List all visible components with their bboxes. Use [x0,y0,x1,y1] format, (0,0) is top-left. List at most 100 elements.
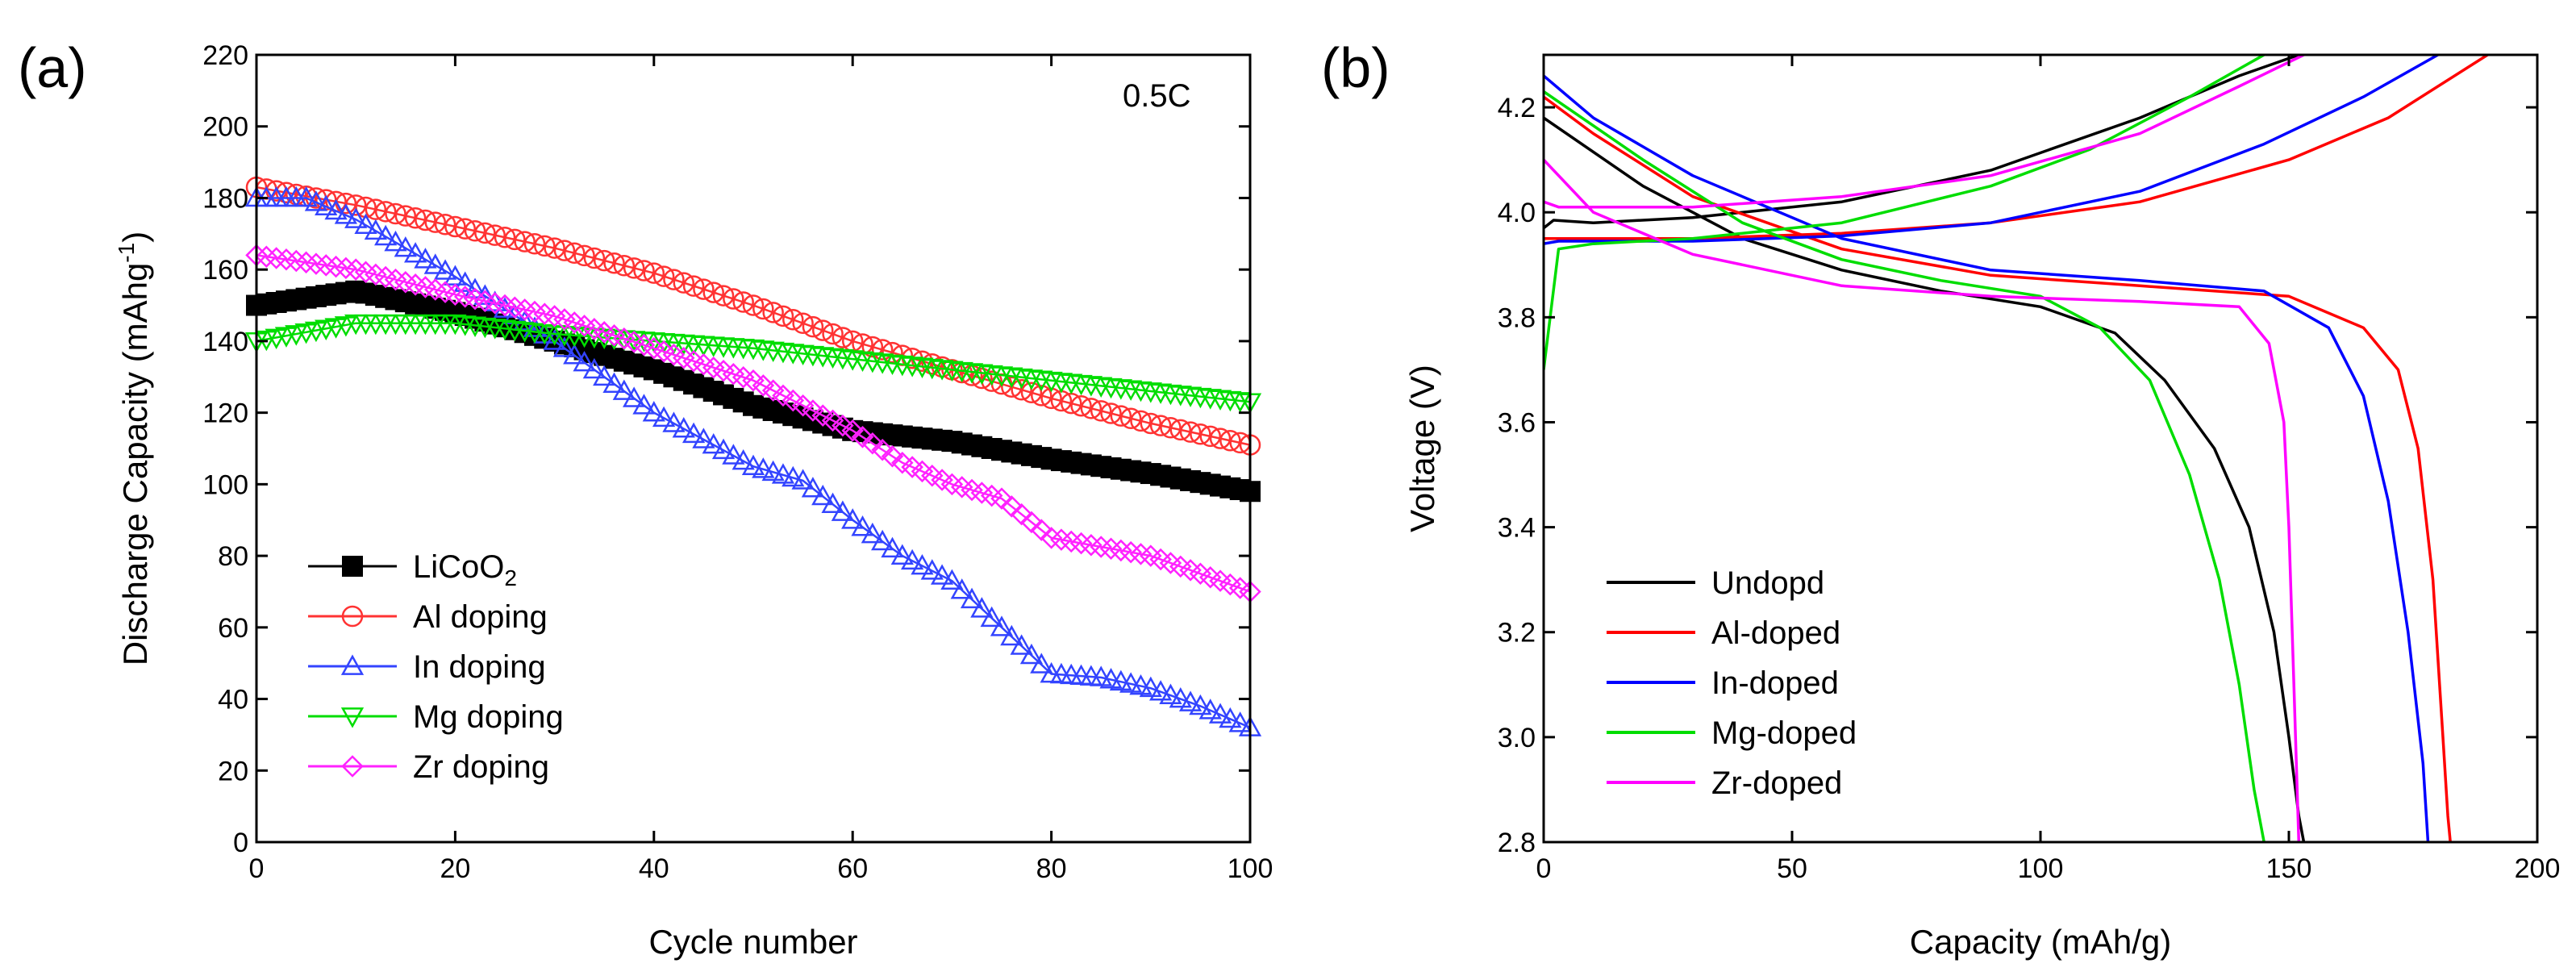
data-point-in-doping [513,310,536,331]
data-point-in-doping [831,500,855,521]
data-point-zr-doping [811,404,835,427]
data-point-in-doping [930,564,954,585]
series-undopd [1544,55,2306,842]
data-point-al-doping [1119,407,1142,429]
data-point-in-doping [1219,707,1242,728]
series-al-doped [1544,55,2489,842]
data-point-al-doping [613,255,636,277]
discharge-curve-zr-doped [1544,158,2301,842]
data-point-in-doping [294,186,318,207]
data-point-al-doping [623,257,645,279]
data-point-in-doping [582,357,606,379]
panel-b-curves [1544,55,2489,842]
data-point-in-doping [782,465,805,487]
data-point-mg-doping [304,321,328,343]
data-point-in-doping [1109,669,1132,691]
data-point-al-doping [633,260,655,282]
data-point-al-doping [663,269,685,290]
legend-label-text: Al doping [413,599,548,635]
data-point-al-doping [971,367,993,390]
data-point-in-doping [384,230,407,252]
panel-b-y-tick-label: 3.0 [1498,723,1536,753]
data-point-in-doping [315,194,338,215]
data-point-in-doping [711,438,736,460]
data-point-in-doping [722,444,745,465]
data-point-in-doping [1019,643,1044,665]
legend-label-text: In doping [413,649,546,685]
data-point-zr-doping [802,399,824,422]
data-point-in-doping [851,515,874,536]
data-point-mg-doping [285,325,308,346]
panel-b-x-tick-label: 100 [2018,853,2064,884]
data-point-al-doping [792,312,814,334]
data-point-zr-doping [832,414,854,437]
panel-a-y-tick-label: 100 [202,469,248,500]
data-point-al-doping [1219,429,1241,452]
panel-a-y-tick-label: 0 [233,828,248,858]
data-point-in-doping [623,386,646,407]
data-point-zr-doping [871,439,894,461]
charge-curve-in-doped [1544,55,2439,245]
data-point-al-doping [464,220,486,242]
data-point-al-doping [742,294,765,316]
panel-b-axes: 0 50 100 150 200 2.8 3.0 3.2 3.4 3.6 3.8 4.0 4.2 [1498,55,2561,884]
data-point-mg-doping [294,323,318,344]
data-point-al-doping [732,291,754,313]
data-point-in-doping [1228,711,1252,732]
data-point-in-doping [940,569,964,590]
data-point-al-doping [583,247,606,269]
data-point-zr-doping [861,432,884,455]
data-point-zr-doping [851,426,874,448]
data-point-al-doping [712,285,735,307]
panel-b-legend: Undopd Al-doped In-doped Mg-doped Zr-doped [1607,565,1857,801]
data-point-al-doping [553,240,576,261]
data-point-in-doping [752,457,775,478]
charge-curve-mg-doped [1544,55,2265,370]
data-point-in-doping [1189,694,1212,715]
data-point-in-doping [990,615,1014,636]
data-point-al-doping [1011,378,1032,401]
panel-a-legend: LiCoO2 Al doping In doping Mg doping Zr dopi… [308,549,564,785]
panel-a-y-label-sup: -1 [114,243,139,263]
legend-marker-zr-doping [341,755,364,778]
data-point-in-doping [403,242,427,263]
data-point-in-doping [602,372,626,393]
data-point-al-doping [494,227,516,248]
legend-label-al-doping: Al doping [413,599,548,635]
data-point-in-doping [761,460,785,482]
data-point-al-doping [702,282,724,303]
panel-a-y-label-close: ) [116,231,154,243]
data-point-al-doping [1149,415,1172,436]
panel-b-y-tick-label: 4.0 [1498,198,1536,228]
data-point-in-doping [1139,676,1162,698]
data-point-in-doping [652,406,676,428]
data-point-al-doping [1080,398,1103,419]
data-point-in-doping [682,422,706,444]
panel-a-label: (a) [18,36,87,99]
data-point-al-doping [374,201,397,223]
panel-b-y-tick-label: 3.8 [1498,302,1536,333]
data-point-in-doping [563,344,586,365]
data-point-in-doping [1208,703,1232,724]
data-point-mg-doping [274,327,298,348]
data-point-al-doping [474,222,496,244]
data-point-al-doping [871,339,894,361]
data-point-zr-doping [294,251,318,274]
data-point-al-doping [832,327,854,348]
panel-b-x-tick-label: 200 [2515,853,2561,884]
data-point-al-doping [573,244,595,267]
data-point-in-doping [632,394,656,415]
data-point-in-doping [1169,686,1192,708]
panel-a-x-tick-label: 80 [1036,853,1067,884]
panel-a-y-tick-label: 180 [202,183,248,214]
data-point-al-doping [861,336,884,358]
data-point-zr-doping [324,255,348,278]
data-point-al-doping [1190,423,1211,445]
data-point-al-doping [286,183,307,206]
data-point-in-doping [394,236,417,257]
data-point-in-doping [573,350,596,372]
data-point-al-doping [534,235,556,257]
panel-b-x-axis-label: Capacity (mAh/g) [1910,923,2171,961]
data-point-al-doping [504,228,526,251]
panel-b-plot-frame [1542,53,2539,844]
